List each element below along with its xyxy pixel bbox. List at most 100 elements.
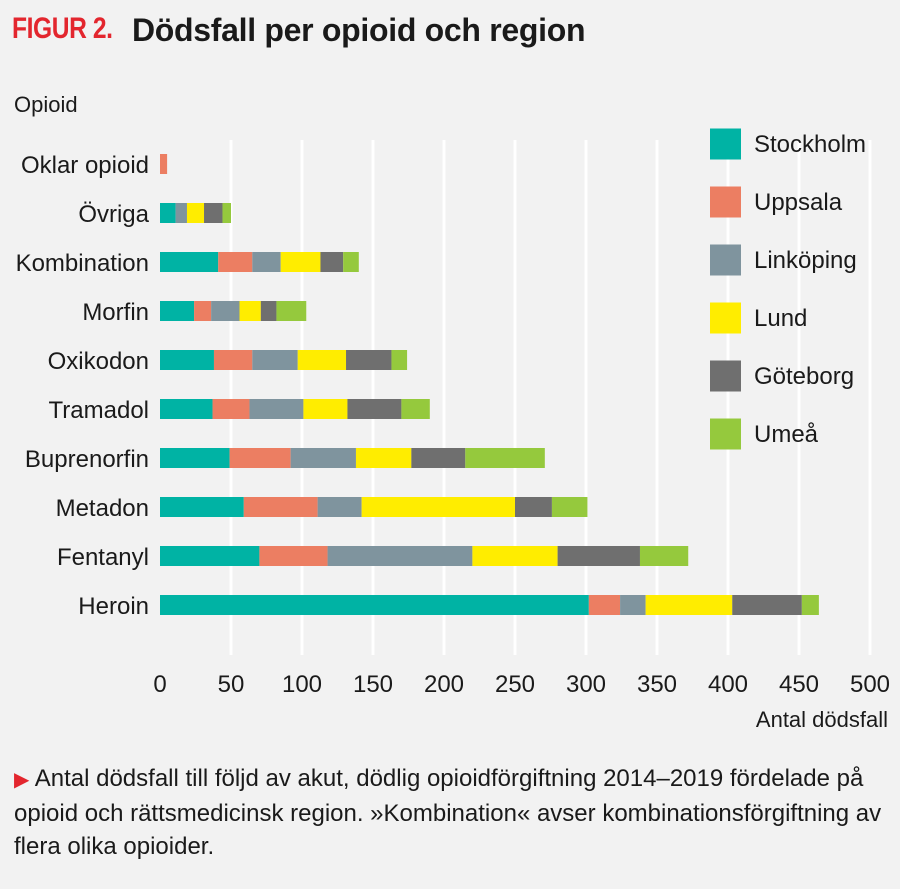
legend-label: Lund bbox=[754, 305, 807, 332]
bars bbox=[160, 154, 819, 615]
x-tick-label: 450 bbox=[779, 671, 819, 698]
x-tick-label: 350 bbox=[637, 671, 677, 698]
category-label: Fentanyl bbox=[57, 544, 149, 571]
x-tick-label: 50 bbox=[218, 671, 245, 698]
bar-segment-linköping bbox=[175, 203, 187, 223]
bar-segment-linköping bbox=[327, 546, 473, 566]
bar-segment-umeå bbox=[639, 546, 689, 566]
bar-segment-lund bbox=[355, 448, 412, 468]
bar-segment-stockholm bbox=[160, 399, 213, 419]
figure-title: Dödsfall per opioid och region bbox=[132, 12, 586, 48]
bar-segment-lund bbox=[303, 399, 348, 419]
figure-caption: ▶ Antal dödsfall till följd av akut, död… bbox=[14, 762, 894, 863]
stacked-bar-chart: Opioid 0 50 100 150 200 250 300 350 400 450 500 Anta… bbox=[14, 92, 890, 732]
x-tick-label: 400 bbox=[708, 671, 748, 698]
category-label: Oklar opioid bbox=[21, 152, 149, 179]
y-axis-title: Opioid bbox=[14, 92, 78, 117]
category-label: Tramadol bbox=[49, 397, 149, 424]
bar-segment-linköping bbox=[620, 595, 646, 615]
bar-segment-linköping bbox=[249, 399, 304, 419]
x-tick-label: 500 bbox=[850, 671, 890, 698]
x-tick-label: 250 bbox=[495, 671, 535, 698]
category-label: Buprenorfin bbox=[25, 446, 149, 473]
legend-label: Stockholm bbox=[754, 131, 866, 158]
bar-segment-uppsala bbox=[212, 399, 250, 419]
bar-segment-umeå bbox=[465, 448, 545, 468]
bar-segment-umeå bbox=[391, 350, 408, 370]
category-label: Oxikodon bbox=[48, 348, 149, 375]
bar-segment-lund bbox=[361, 497, 515, 517]
bar-segment-uppsala bbox=[243, 497, 318, 517]
category-label: Kombination bbox=[16, 250, 149, 277]
bar-segment-stockholm bbox=[160, 350, 214, 370]
bar-segment-linköping bbox=[252, 252, 281, 272]
bar-segment-uppsala bbox=[160, 154, 168, 174]
grid-lines bbox=[229, 140, 872, 655]
bar-segment-uppsala bbox=[229, 448, 291, 468]
bar-segment-uppsala bbox=[194, 301, 212, 321]
bar-segment-göteborg bbox=[320, 252, 344, 272]
bar-segment-lund bbox=[297, 350, 347, 370]
bar-segment-uppsala bbox=[213, 350, 253, 370]
bar-segment-stockholm bbox=[160, 203, 176, 223]
bar-segment-umeå bbox=[551, 497, 588, 517]
bar-segment-umeå bbox=[343, 252, 359, 272]
legend-label: Göteborg bbox=[754, 363, 854, 390]
caption-text: Antal dödsfall till följd av akut, dödli… bbox=[14, 765, 882, 860]
bar-segment-göteborg bbox=[557, 546, 640, 566]
category-label: Metadon bbox=[56, 495, 149, 522]
bar-segment-lund bbox=[280, 252, 321, 272]
figure-label: FIGUR 2. bbox=[12, 12, 113, 45]
bar-segment-linköping bbox=[211, 301, 240, 321]
bar-segment-stockholm bbox=[160, 595, 589, 615]
caption-arrow-icon: ▶ bbox=[14, 769, 30, 791]
legend-label: Linköping bbox=[754, 247, 857, 274]
legend-swatch bbox=[710, 128, 741, 160]
legend-swatch bbox=[710, 244, 741, 276]
bar-segment-lund bbox=[472, 546, 558, 566]
bar-segment-uppsala bbox=[218, 252, 253, 272]
bar-segment-stockholm bbox=[160, 301, 195, 321]
bar-segment-göteborg bbox=[411, 448, 466, 468]
bar-segment-linköping bbox=[317, 497, 362, 517]
x-tick-label: 0 bbox=[153, 671, 166, 698]
bar-segment-stockholm bbox=[160, 448, 230, 468]
bar-segment-uppsala bbox=[588, 595, 621, 615]
bar-segment-lund bbox=[239, 301, 261, 321]
category-label: Heroin bbox=[78, 593, 149, 620]
bar-segment-umeå bbox=[222, 203, 231, 223]
bar-segment-göteborg bbox=[204, 203, 223, 223]
axes: Opioid 0 50 100 150 200 250 300 350 400 450 500 Anta… bbox=[14, 92, 890, 732]
bar-segment-stockholm bbox=[160, 497, 244, 517]
bar-segment-stockholm bbox=[160, 546, 260, 566]
bar-segment-uppsala bbox=[259, 546, 328, 566]
category-label: Övriga bbox=[78, 201, 149, 228]
legend-swatch bbox=[710, 360, 741, 392]
x-tick-label: 200 bbox=[424, 671, 464, 698]
legend-swatch bbox=[710, 302, 741, 334]
legend-label: Uppsala bbox=[754, 189, 843, 216]
bar-segment-göteborg bbox=[347, 399, 402, 419]
bar-segment-göteborg bbox=[346, 350, 392, 370]
bar-segment-göteborg bbox=[515, 497, 552, 517]
bar-segment-umeå bbox=[401, 399, 430, 419]
bar-segment-umeå bbox=[801, 595, 819, 615]
legend-swatch bbox=[710, 418, 741, 450]
bar-segment-linköping bbox=[290, 448, 356, 468]
figure-header: FIGUR 2. Dödsfall per opioid och region bbox=[12, 12, 586, 52]
bar-segment-lund bbox=[645, 595, 733, 615]
legend: Stockholm Uppsala Linköping Lund Göteborg Ume… bbox=[710, 128, 866, 450]
legend-label: Umeå bbox=[754, 421, 819, 448]
bar-segment-linköping bbox=[252, 350, 298, 370]
category-label: Morfin bbox=[82, 299, 149, 326]
x-tick-label: 100 bbox=[282, 671, 322, 698]
bar-segment-göteborg bbox=[260, 301, 277, 321]
bar-segment-lund bbox=[186, 203, 205, 223]
x-axis-title: Antal dödsfall bbox=[756, 707, 888, 732]
x-tick-label: 150 bbox=[353, 671, 393, 698]
bar-segment-göteborg bbox=[732, 595, 802, 615]
bar-segment-umeå bbox=[276, 301, 307, 321]
x-tick-label: 300 bbox=[566, 671, 606, 698]
bar-segment-stockholm bbox=[160, 252, 219, 272]
legend-swatch bbox=[710, 186, 741, 218]
